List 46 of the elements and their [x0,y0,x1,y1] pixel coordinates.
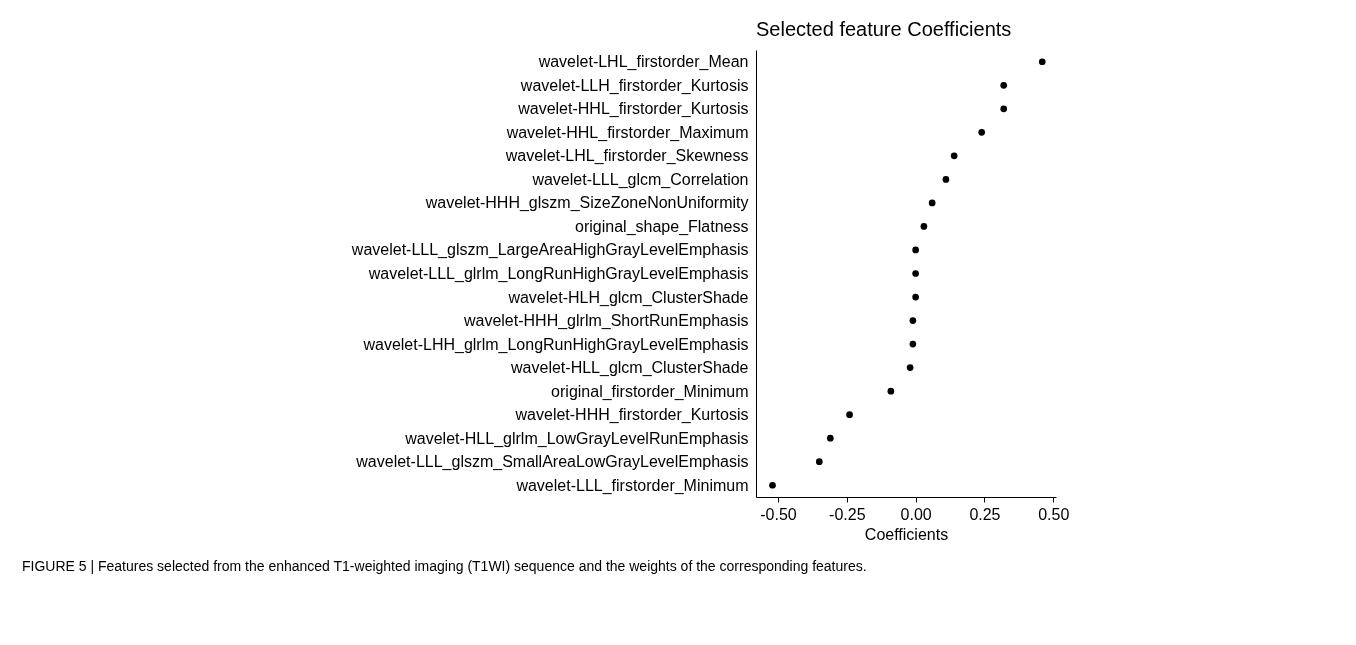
y-tick-label: wavelet-HHH_glrlm_ShortRunEmphasis [462,312,749,331]
y-tick-label: wavelet-HHH_glszm_SizeZoneNonUniformity [424,194,749,213]
y-tick-label: wavelet-LLH_firstorder_Kurtosis [519,76,749,95]
y-tick-label: original_firstorder_Minimum [551,382,749,401]
y-tick-label: wavelet-LHL_firstorder_Skewness [504,147,749,166]
point [928,199,936,207]
y-tick-label: wavelet-LHH_glrlm_LongRunHighGrayLevelEmphasis [362,335,749,354]
x-tick-label: 0.50 [1038,505,1070,523]
caption: FIGURE 5 | Features selected from the enhanced T1-weighted imaging (T1WI) sequence and the weights of the corresponding features. [22,558,867,574]
x-tick-label: -0.50 [760,505,797,523]
point [909,317,917,324]
point [1000,105,1008,113]
chart-title: Selected feature Coefficients [756,18,1012,40]
y-tick-label: wavelet-HLH_glcm_ClusterShade [507,288,749,307]
point [912,270,919,277]
point [826,434,834,442]
y-tick-label: wavelet-LLL_glrlm_LongRunHighGrayLevelEmphasis [367,265,749,283]
y-tick-label: wavelet-LHL_firstorder_Mean [537,53,749,72]
y-tick-label: wavelet-HHL_firstorder_Maximum [505,123,749,142]
point [1038,58,1046,66]
point [906,364,914,371]
y-tick-label: wavelet-HHL_firstorder_Kurtosis [517,100,749,119]
y-tick-label: original_shape_Flatness [575,217,749,236]
y-tick-label: wavelet-HLL_glcm_ClusterShade [510,359,749,378]
point [950,152,958,160]
y-tick-label: wavelet-LLL_firstorder_Minimum [515,476,749,495]
y-tick-label: wavelet-LLL_glszm_SmallAreaLowGrayLevelEmphasis [355,453,749,472]
y-tick-label: wavelet-LLL_glcm_Correlation [531,170,749,189]
point [815,458,823,466]
y-tick-label: wavelet-HHH_firstorder_Kurtosis [514,406,749,425]
point [912,293,919,301]
point [846,411,853,419]
y-tick-label: wavelet-LLL_glszm_LargeAreaHighGrayLevelEmphasis [350,241,749,260]
point [909,340,917,348]
x-tick-label: 0.25 [969,505,1001,523]
point [942,176,950,183]
point [912,246,919,254]
x-axis-title: Coefficients [864,525,949,543]
x-tick-label: 0.00 [900,505,932,523]
y-tick-label: wavelet-HLL_glrlm_LowGrayLevelRunEmphasis [404,429,749,448]
point [920,223,928,230]
point [1000,81,1008,89]
point [769,481,776,489]
point [978,128,986,136]
point [887,387,895,395]
x-tick-label: -0.25 [829,505,866,523]
